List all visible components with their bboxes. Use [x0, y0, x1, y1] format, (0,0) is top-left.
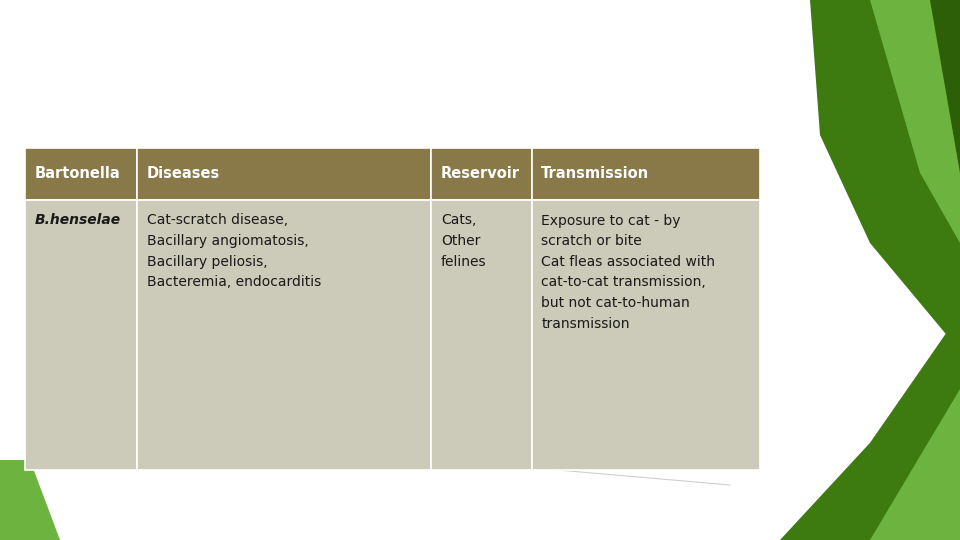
- FancyBboxPatch shape: [25, 148, 137, 200]
- Text: Transmission: Transmission: [541, 166, 650, 181]
- Polygon shape: [930, 0, 960, 173]
- FancyBboxPatch shape: [137, 148, 431, 200]
- FancyBboxPatch shape: [532, 148, 760, 200]
- Polygon shape: [870, 0, 960, 243]
- Text: Cats,
Other
felines: Cats, Other felines: [441, 213, 487, 269]
- FancyBboxPatch shape: [431, 148, 532, 200]
- Polygon shape: [780, 313, 960, 540]
- FancyBboxPatch shape: [431, 200, 532, 470]
- Text: Exposure to cat - by
scratch or bite
Cat fleas associated with
cat-to-cat transm: Exposure to cat - by scratch or bite Cat…: [541, 213, 715, 330]
- Text: Bartonella: Bartonella: [35, 166, 120, 181]
- FancyBboxPatch shape: [137, 200, 431, 470]
- Text: Cat-scratch disease,
Bacillary angiomatosis,
Bacillary peliosis,
Bacteremia, end: Cat-scratch disease, Bacillary angiomato…: [147, 213, 321, 289]
- Polygon shape: [870, 389, 960, 540]
- FancyBboxPatch shape: [532, 200, 760, 470]
- Text: Diseases: Diseases: [147, 166, 220, 181]
- FancyBboxPatch shape: [25, 200, 137, 470]
- Polygon shape: [0, 460, 60, 540]
- Text: Reservoir: Reservoir: [441, 166, 519, 181]
- Polygon shape: [810, 0, 960, 351]
- Text: B.henselae: B.henselae: [35, 213, 121, 227]
